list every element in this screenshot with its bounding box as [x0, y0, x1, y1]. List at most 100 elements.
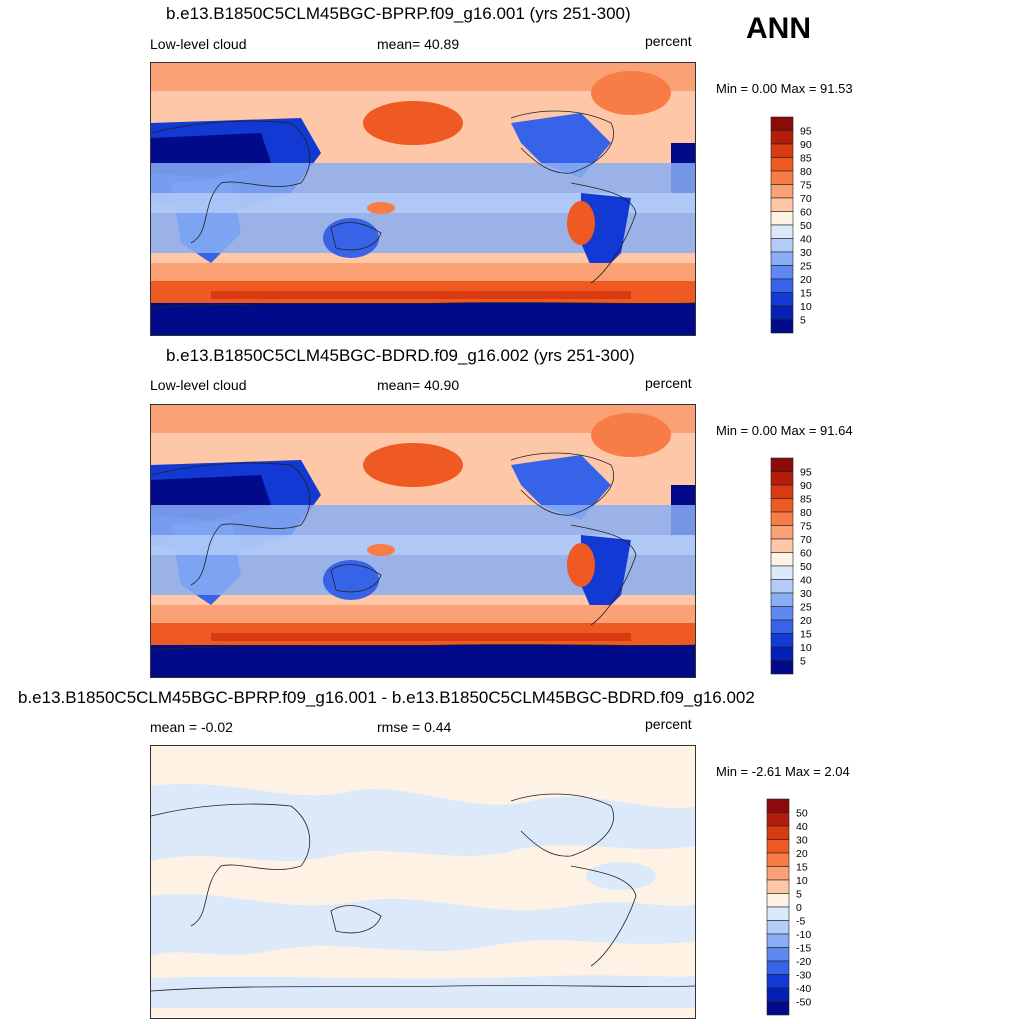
- panel-2-colorbar-swatch: [770, 511, 794, 526]
- panel-1-colorbar-label: 70: [800, 193, 812, 205]
- panel-2-units-label: percent: [645, 375, 692, 391]
- panel-3-colorbar-label: 40: [796, 821, 808, 833]
- panel-3-title: b.e13.B1850C5CLM45BGC-BPRP.f09_g16.001 -…: [18, 688, 755, 707]
- panel-3-colorbar-swatch: [766, 812, 790, 827]
- panel-1-colorbar-swatch: [770, 224, 794, 239]
- panel-3-map: [150, 745, 696, 1019]
- panel-3-colorbar-swatch: [766, 893, 790, 908]
- panel-1-colorbar: 95 90 85 80 75 70 60 50 40 30 25 20 15 10 5: [770, 116, 840, 339]
- panel-1-colorbar-swatch: [770, 143, 794, 158]
- panel-1-colorbar-swatch: [770, 238, 794, 253]
- panel-2-colorbar-label: 90: [800, 480, 812, 492]
- panel-3-colorbar-swatch: [766, 960, 790, 975]
- panel-3-colorbar-label: -40: [796, 983, 811, 995]
- panel-2-colorbar-label: 10: [800, 642, 812, 654]
- panel-2-colorbar-swatch: [770, 592, 794, 607]
- panel-1-colorbar-label: 30: [800, 247, 812, 259]
- panel-2-colorbar-swatch: [770, 646, 794, 661]
- panel-3-colorbar-label: 5: [796, 889, 802, 901]
- panel-2-colorbar-swatch: [770, 525, 794, 540]
- panel-1-variable-label: Low-level cloud: [150, 36, 247, 52]
- panel-2-colorbar-swatch: [770, 579, 794, 594]
- panel-1-mean-label: mean= 40.89: [377, 36, 460, 52]
- panel-2-colorbar-label: 70: [800, 534, 812, 546]
- panel-1-title: b.e13.B1850C5CLM45BGC-BPRP.f09_g16.001 (…: [166, 4, 631, 23]
- panel-3-colorbar-swatch: [766, 839, 790, 854]
- panel-2-colorbar-swatch: [770, 606, 794, 621]
- panel-3-colorbar-label: -5: [796, 916, 805, 928]
- panel-3-colorbar-swatch: [766, 920, 790, 935]
- panel-1-colorbar-label: 5: [800, 315, 806, 327]
- panel-1-units-label: percent: [645, 33, 692, 49]
- panel-3-colorbar-label: -15: [796, 943, 811, 955]
- panel-3-colorbar-swatch: [766, 798, 790, 813]
- panel-1-colorbar-label: 95: [800, 126, 812, 138]
- panel-1-colorbar-swatch: [770, 319, 794, 334]
- panel-2-colorbar-swatch: [770, 471, 794, 486]
- panel-1-colorbar-label: 60: [800, 207, 812, 219]
- panel-1-colorbar-swatch: [770, 278, 794, 293]
- panel-2-colorbar-swatch: [770, 552, 794, 567]
- panel-3-map-svg: [151, 746, 695, 1018]
- panel-2-map-svg: [151, 405, 695, 677]
- panel-3-colorbar-label: 15: [796, 862, 808, 874]
- panel-1-minmax: Min = 0.00 Max = 91.53: [716, 81, 853, 96]
- panel-1-colorbar-swatch: [770, 157, 794, 172]
- panel-2-colorbar-label: 25: [800, 602, 812, 614]
- panel-3-units-label: percent: [645, 716, 692, 732]
- panel-2-title: b.e13.B1850C5CLM45BGC-BDRD.f09_g16.002 (…: [166, 346, 635, 365]
- panel-1-colorbar-label: 75: [800, 180, 812, 192]
- panel-2-minmax: Min = 0.00 Max = 91.64: [716, 423, 853, 438]
- panel-3-colorbar-swatch: [766, 852, 790, 867]
- panel-1-colorbar-swatch: [770, 130, 794, 145]
- panel-2-colorbar-label: 60: [800, 548, 812, 560]
- panel-2-variable-label: Low-level cloud: [150, 377, 247, 393]
- panel-1-colorbar-label: 40: [800, 234, 812, 246]
- panel-1-colorbar-label: 10: [800, 301, 812, 313]
- panel-2-colorbar-swatch: [770, 498, 794, 513]
- panel-1-map: [150, 62, 696, 336]
- panel-3-colorbar-swatch: [766, 974, 790, 989]
- panel-3-colorbar-swatch: [766, 825, 790, 840]
- panel-2-mean-label: mean= 40.90: [377, 377, 460, 393]
- panel-3-colorbar-swatch: [766, 933, 790, 948]
- panel-2-colorbar-swatch: [770, 538, 794, 553]
- panel-1-colorbar-swatch: [770, 305, 794, 320]
- panel-2-colorbar: 95 90 85 80 75 70 60 50 40 30 25 20 15 10 5: [770, 457, 840, 680]
- panel-1-colorbar-label: 90: [800, 139, 812, 151]
- panel-2-colorbar-label: 50: [800, 561, 812, 573]
- panel-3-colorbar-swatch: [766, 987, 790, 1002]
- panel-3-colorbar-label: 0: [796, 902, 802, 914]
- panel-2-colorbar-label: 80: [800, 507, 812, 519]
- panel-1-colorbar-label: 20: [800, 274, 812, 286]
- panel-3-colorbar-label: -30: [796, 970, 811, 982]
- panel-1-colorbar-swatch: [770, 170, 794, 185]
- panel-2-colorbar-swatch: [770, 660, 794, 675]
- panel-3-mean-label: mean = -0.02: [150, 719, 233, 735]
- panel-2-colorbar-label: 85: [800, 494, 812, 506]
- panel-1-colorbar-swatch: [770, 251, 794, 266]
- panel-2-colorbar-swatch: [770, 565, 794, 580]
- panel-2-colorbar-label: 95: [800, 467, 812, 479]
- panel-3-colorbar-label: 10: [796, 875, 808, 887]
- panel-1-colorbar-swatch: [770, 197, 794, 212]
- panel-3-rmse-label: rmse = 0.44: [377, 719, 452, 735]
- panel-1-colorbar-label: 85: [800, 153, 812, 165]
- season-label: ANN: [746, 12, 811, 45]
- panel-3-colorbar: 50 40 30 20 15 10 5 0 -5 -10 -15 -20 -30 -40 -50: [766, 798, 836, 1021]
- panel-1-colorbar-label: 15: [800, 288, 812, 300]
- panel-2-colorbar-label: 20: [800, 615, 812, 627]
- panel-1-map-svg: [151, 63, 695, 335]
- panel-3-colorbar-label: -20: [796, 956, 811, 968]
- panel-1-colorbar-swatch: [770, 184, 794, 199]
- panel-2-colorbar-swatch: [770, 457, 794, 472]
- panel-1-colorbar-swatch: [770, 211, 794, 226]
- panel-2-colorbar-label: 75: [800, 521, 812, 533]
- panel-1-colorbar-label: 50: [800, 220, 812, 232]
- panel-2-colorbar-label: 5: [800, 656, 806, 668]
- panel-2-map: [150, 404, 696, 678]
- panel-1-colorbar-swatch: [770, 265, 794, 280]
- panel-3-colorbar-swatch: [766, 1001, 790, 1016]
- panel-1-colorbar-swatch: [770, 292, 794, 307]
